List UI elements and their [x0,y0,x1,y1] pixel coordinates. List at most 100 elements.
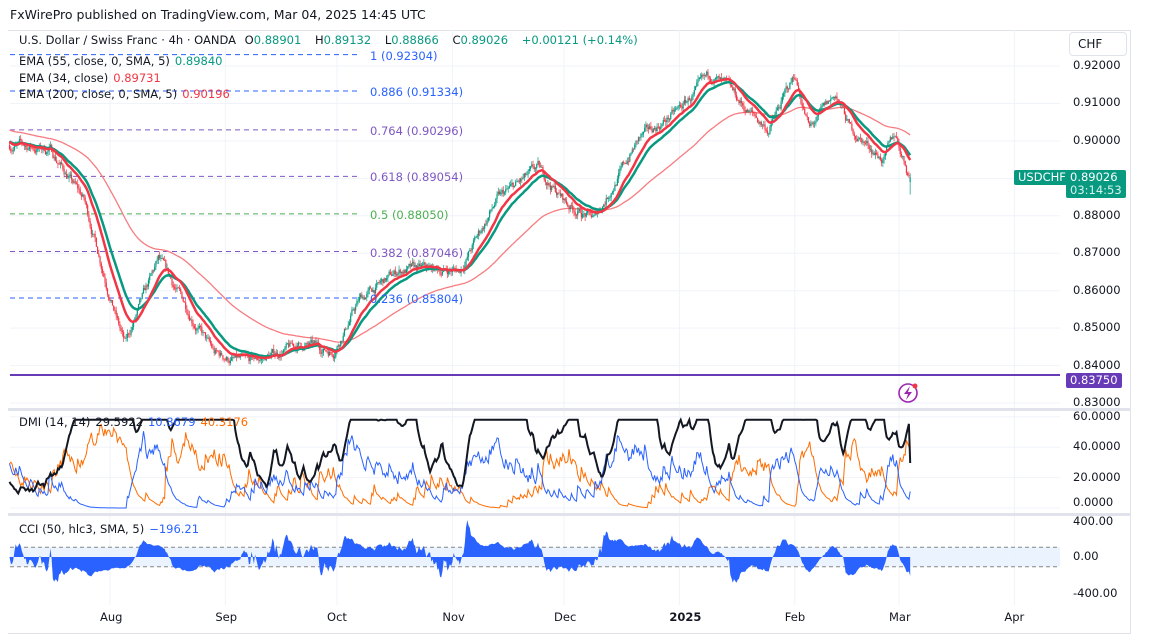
candle [343,328,346,337]
candle-body [144,288,146,291]
candle [400,271,403,276]
candle [31,146,33,150]
candle [559,189,561,199]
candle [876,149,878,156]
candle-body [702,74,704,76]
candle [63,165,65,178]
candle [703,72,705,80]
candle [738,99,740,106]
cci-pane [9,520,1060,583]
candle-body [546,182,548,186]
candle-body [547,183,549,186]
candle [93,233,95,238]
plus-di-line [9,431,911,509]
candle-body [812,122,815,124]
dmi-legend[interactable]: DMI (14, 14) 29.5922 10.8679 40.3176 [19,415,249,429]
candle [368,285,370,295]
cci-legend[interactable]: CCI (50, hlc3, SMA, 5) −196.21 [19,522,200,536]
candle [868,143,870,154]
candle-body [472,240,475,245]
candle [508,182,511,189]
candle [172,281,174,291]
candle [686,100,688,104]
candle [845,111,847,124]
candle-body [608,198,610,199]
candle-body [68,176,70,178]
candle [229,356,231,366]
candle [517,179,519,183]
candle [699,73,702,80]
candle [657,123,659,129]
currency-button[interactable]: CHF [1069,32,1127,56]
candle [689,98,692,105]
lightning-icon[interactable] [898,383,918,403]
candle-body [549,185,552,190]
candle-body [311,339,313,344]
candle [685,96,687,106]
ema34-legend[interactable]: EMA (34, close) 0.89731 [19,71,161,85]
candle [156,256,158,265]
candle-body [877,154,879,158]
candle-body [692,93,694,97]
candle [694,85,697,91]
candle-body [70,174,73,180]
candle-body [69,174,71,177]
candle [271,348,274,354]
candle-body [568,206,570,210]
candle-body [465,259,467,266]
candle-body [217,350,219,352]
candle-body [33,149,35,151]
candle [663,115,666,122]
price-axis-label: 0.85000 [1073,320,1121,335]
candle [322,348,324,356]
candle [347,320,349,330]
candle-body [222,355,224,359]
candle [647,124,650,134]
candle [625,159,627,165]
candle-body [658,127,661,130]
candle [781,93,783,104]
candle-body [867,141,869,146]
candle [864,140,867,146]
candle-body [507,187,509,189]
candle [351,306,353,317]
candle-body [362,297,364,299]
candle [144,285,146,291]
candle-body [109,299,111,301]
candle-body [871,149,873,154]
candle-body [219,352,222,356]
candle [846,115,848,121]
candle [470,248,472,254]
candle [831,96,833,100]
candle-body [580,212,583,218]
candle [221,351,223,356]
candle-body [83,194,85,198]
ema200-legend[interactable]: EMA (200, close, 0, SMA, 5) 0.90196 [19,87,230,101]
candle [412,257,414,267]
adx-line [8,416,912,496]
candle [113,305,115,312]
candle-body [701,74,703,78]
candle [779,104,781,110]
candle-body [105,282,107,289]
candle [541,164,543,168]
candle-body [26,145,28,150]
candle [676,106,678,110]
candle-body [722,78,724,79]
candle [900,151,903,159]
ema55-legend[interactable]: EMA (55, close, 0, SMA, 5) 0.89840 [19,54,223,68]
candle-body [632,149,635,151]
last-price: 0.89026 [1070,170,1118,184]
bar-countdown: 03:14:53 [1070,183,1122,197]
candle-body [327,351,329,356]
candle [754,111,756,119]
candle-body [377,282,379,284]
fib-level-label: 0.618 (0.89054) [370,170,464,185]
candle-body [291,343,293,345]
candle [154,263,156,272]
candle-body [230,357,233,361]
candle [636,140,638,145]
candle [626,157,628,165]
candle [593,214,595,218]
